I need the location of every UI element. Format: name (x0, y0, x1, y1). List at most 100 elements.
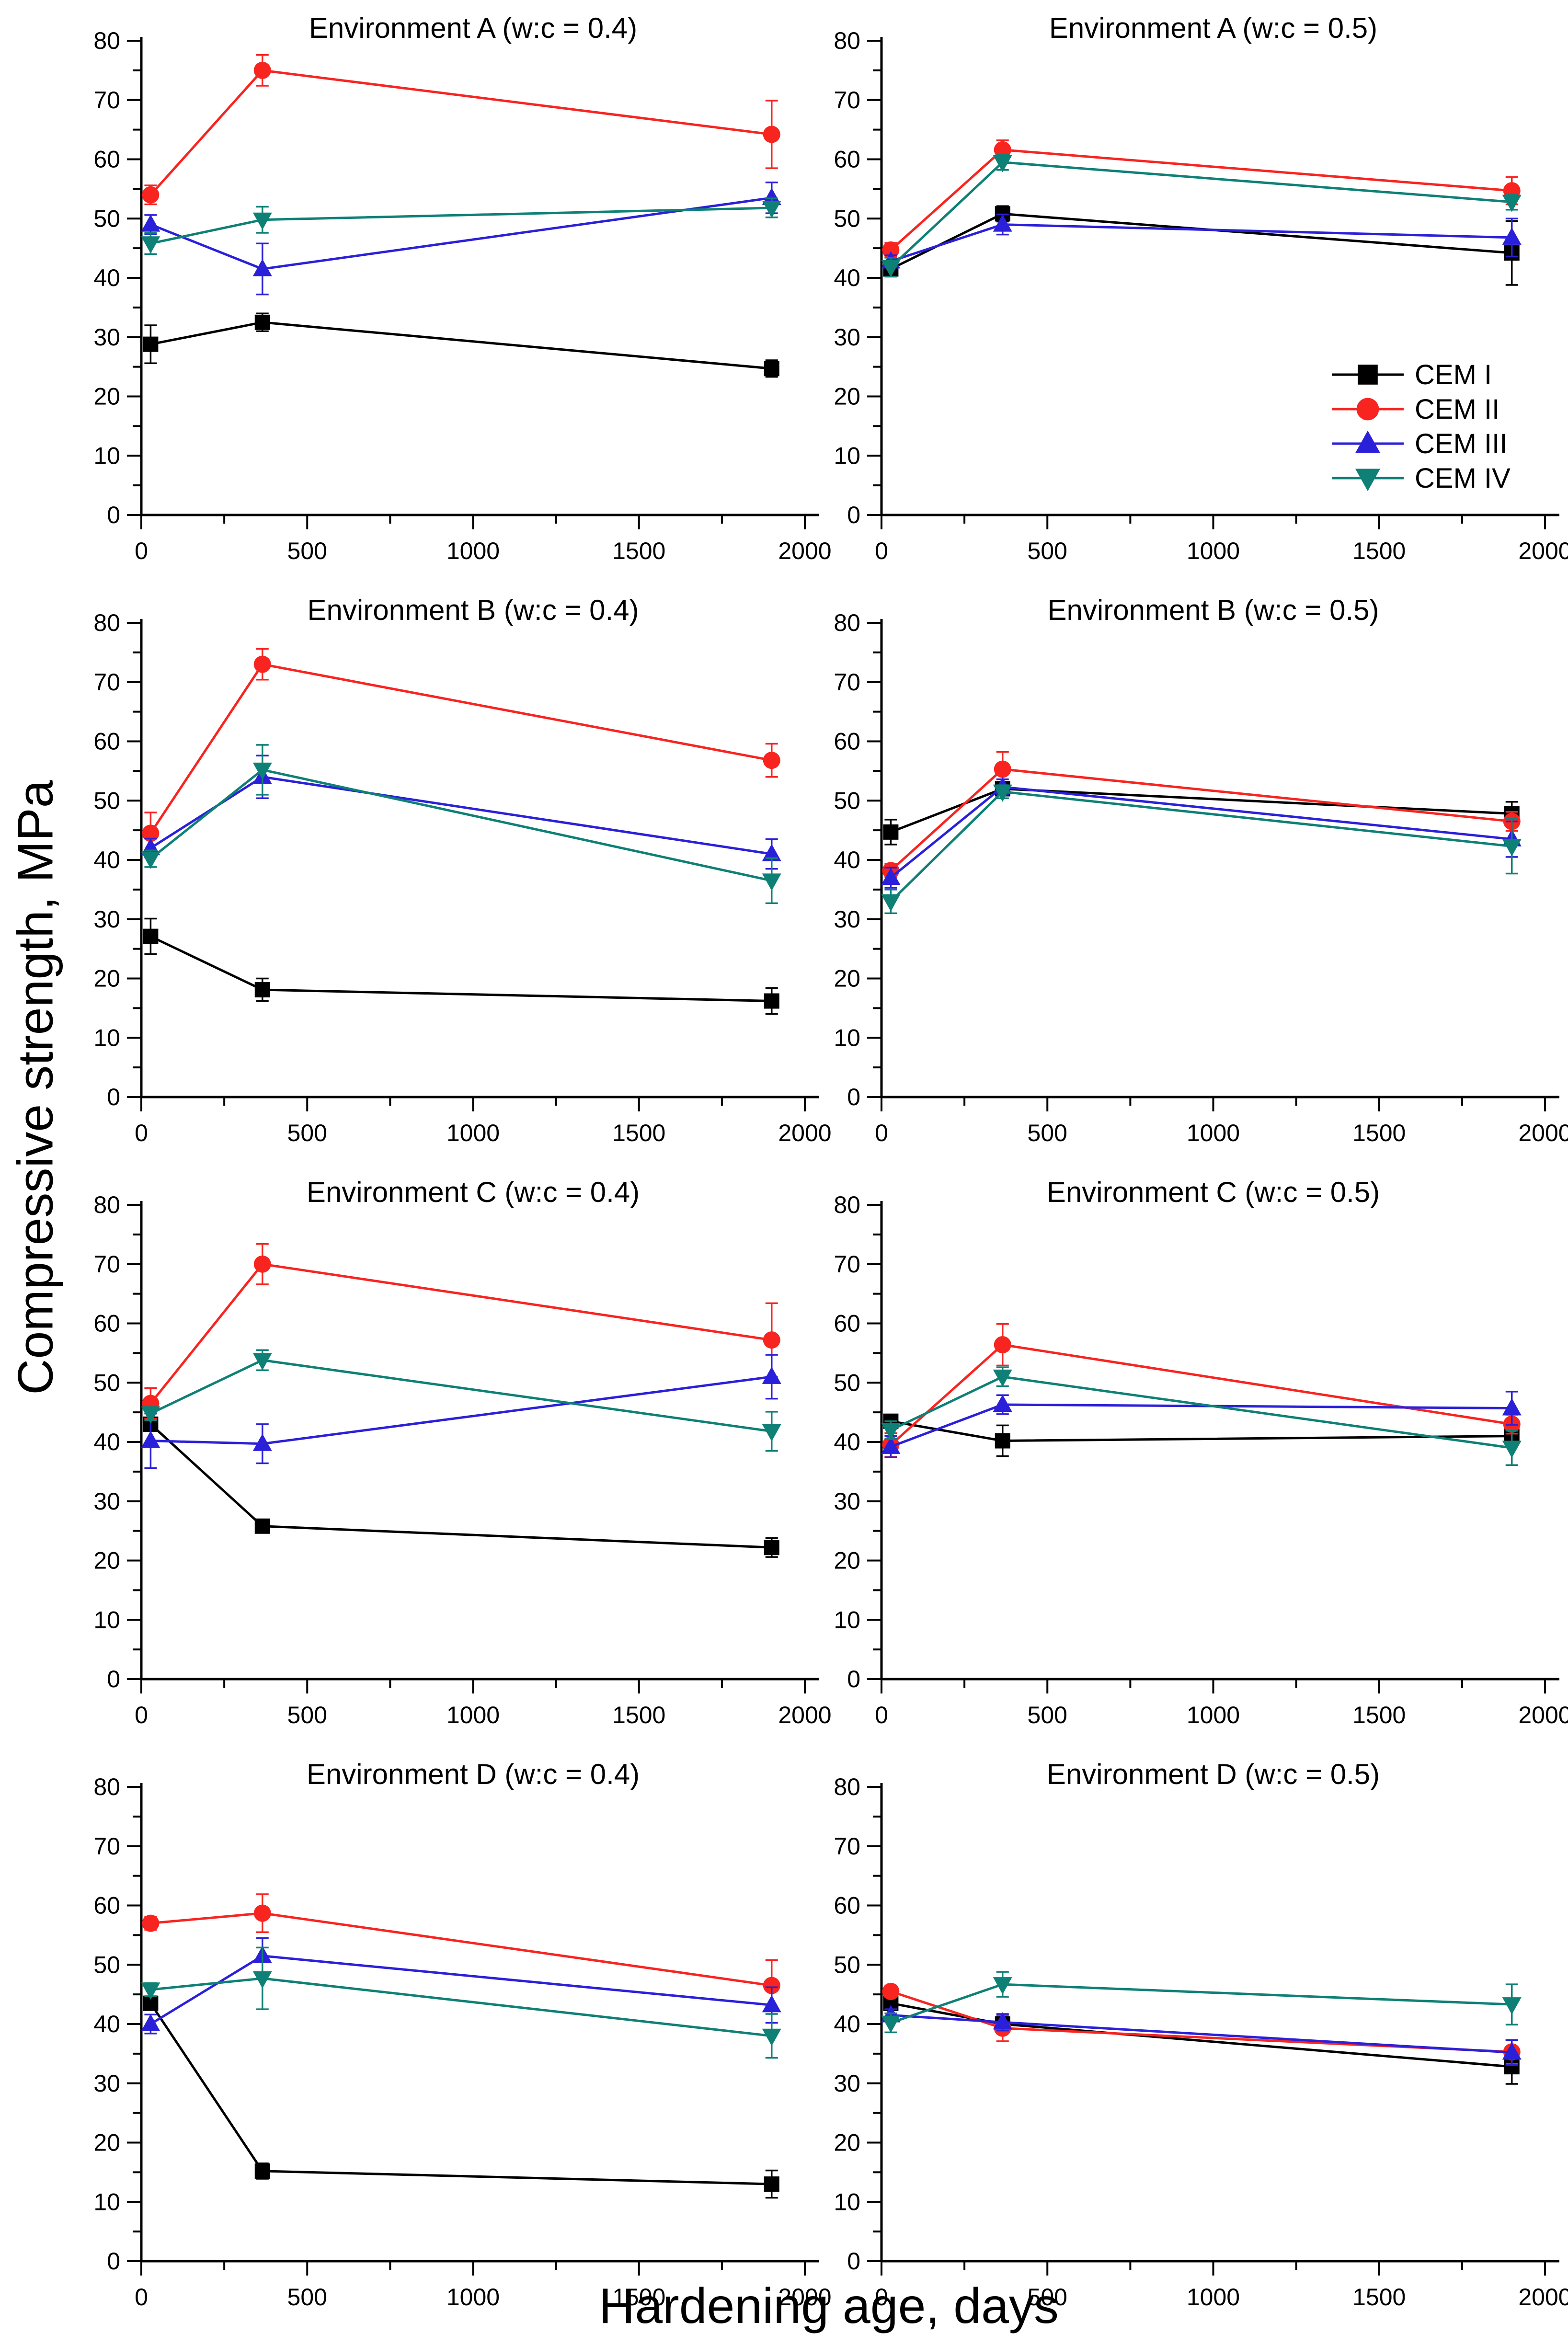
x-tick-label: 2000 (1518, 538, 1568, 564)
y-tick-label: 30 (834, 2070, 860, 2097)
series-cem-ii (882, 139, 1521, 259)
series-cem-ii (882, 1982, 1521, 2065)
y-tick-label: 40 (93, 264, 120, 291)
series-cem-ii (142, 648, 780, 855)
panel-title: Environment C (w:c = 0.4) (307, 1181, 640, 1208)
legend-label-cem-iv: CEM IV (1415, 463, 1511, 494)
y-tick-label: 0 (847, 1084, 860, 1110)
y-tick-label: 20 (834, 383, 860, 410)
series-cem-i (143, 1416, 779, 1558)
panel-environment-c-w-c-0-4: 0 500 1000 1500 2000 0 10 20 30 40 50 60 70 80 Environ… (93, 1181, 831, 1728)
x-tick-label: 500 (287, 1120, 327, 1146)
x-tick-label: 0 (875, 2284, 888, 2311)
series-cem-iv (141, 1349, 781, 1452)
y-axis-label: Compressive strength, MPa (8, 780, 64, 1395)
y-tick-label: 80 (93, 1773, 120, 1800)
y-tick-label: 0 (107, 502, 120, 528)
x-tick-label: 0 (135, 1120, 148, 1146)
panel-environment-d-w-c-0-4: 0 500 1000 1500 2000 0 10 20 30 40 50 60 70 80 Environ… (93, 1763, 831, 2311)
x-tick-label: 1000 (1187, 1702, 1240, 1728)
x-tick-label: 500 (1028, 1120, 1067, 1146)
x-tick-label: 0 (875, 1120, 888, 1146)
x-tick-label: 2000 (778, 2284, 831, 2311)
y-tick-label: 0 (107, 1084, 120, 1110)
y-tick-label: 20 (834, 2129, 860, 2156)
y-tick-label: 30 (834, 324, 860, 351)
panel-title: Environment A (w:c = 0.4) (309, 17, 637, 44)
legend-label-cem-ii: CEM II (1415, 394, 1499, 425)
y-tick-label: 70 (834, 669, 860, 696)
x-tick-label: 0 (875, 1702, 888, 1728)
y-tick-label: 40 (834, 264, 860, 291)
y-tick-label: 50 (93, 1369, 120, 1396)
panel-environment-c-w-c-0-5: 0 500 1000 1500 2000 0 10 20 30 40 50 60 70 80 Environ… (834, 1181, 1568, 1728)
y-tick-label: 40 (93, 1429, 120, 1455)
y-tick-label: 70 (834, 1833, 860, 1860)
series-cem-i (883, 205, 1520, 286)
y-tick-label: 20 (834, 965, 860, 992)
x-tick-label: 1000 (1187, 1120, 1240, 1146)
y-tick-label: 70 (834, 1251, 860, 1278)
x-tick-label: 1500 (612, 1120, 665, 1146)
x-tick-label: 0 (875, 538, 888, 564)
y-tick-label: 20 (93, 965, 120, 992)
x-tick-label: 1000 (1187, 538, 1240, 564)
y-tick-label: 60 (834, 1310, 860, 1337)
x-tick-label: 2000 (1518, 1120, 1568, 1146)
y-tick-label: 50 (834, 1369, 860, 1396)
y-tick-label: 20 (834, 1547, 860, 1574)
x-tick-label: 2000 (778, 1702, 831, 1728)
panel-environment-b-w-c-0-4: 0 500 1000 1500 2000 0 10 20 30 40 50 60 70 80 Environ… (93, 599, 831, 1146)
y-tick-label: 30 (93, 906, 120, 933)
y-tick-label: 70 (93, 1251, 120, 1278)
y-tick-label: 80 (93, 27, 120, 54)
y-tick-label: 0 (847, 1666, 860, 1693)
panel-title: Environment A (w:c = 0.5) (1049, 17, 1377, 44)
y-tick-label: 30 (93, 324, 120, 351)
series-cem-ii (142, 54, 780, 206)
x-tick-label: 0 (135, 1702, 148, 1728)
y-tick-label: 10 (834, 1024, 860, 1051)
y-tick-label: 10 (93, 442, 120, 469)
y-tick-label: 0 (847, 502, 860, 528)
x-tick-label: 500 (1028, 1702, 1067, 1728)
x-tick-label: 1500 (612, 538, 665, 564)
y-tick-label: 30 (834, 1488, 860, 1515)
x-tick-label: 1000 (446, 2284, 500, 2311)
y-tick-label: 60 (93, 1892, 120, 1919)
x-tick-label: 1000 (446, 538, 500, 564)
series-cem-i (143, 917, 779, 1015)
y-tick-label: 20 (93, 1547, 120, 1574)
y-tick-label: 10 (93, 1606, 120, 1633)
x-axis-label: Hardening age, days (599, 2278, 1059, 2334)
x-tick-label: 1500 (1352, 1702, 1406, 1728)
x-tick-label: 1500 (612, 2284, 665, 2311)
x-tick-label: 1000 (1187, 2284, 1240, 2311)
series-cem-iv (881, 153, 1522, 278)
y-tick-label: 30 (93, 1488, 120, 1515)
y-tick-label: 0 (107, 1666, 120, 1693)
y-tick-label: 60 (834, 728, 860, 755)
series-cem-i (143, 1995, 779, 2199)
y-tick-label: 60 (93, 146, 120, 173)
y-tick-label: 30 (834, 906, 860, 933)
y-tick-label: 60 (93, 728, 120, 755)
legend-label-cem-iii: CEM III (1415, 428, 1507, 459)
y-tick-label: 70 (834, 87, 860, 114)
x-tick-label: 500 (1028, 538, 1067, 564)
x-tick-label: 1000 (446, 1120, 500, 1146)
series-cem-iv (881, 1971, 1522, 2034)
y-tick-label: 80 (834, 609, 860, 636)
y-tick-label: 0 (107, 2248, 120, 2275)
series-cem-iii (881, 1391, 1522, 1458)
y-tick-label: 10 (834, 2188, 860, 2215)
y-tick-label: 50 (93, 1951, 120, 1978)
y-tick-label: 40 (834, 846, 860, 873)
x-tick-label: 1500 (1352, 2284, 1406, 2311)
x-tick-label: 2000 (778, 1120, 831, 1146)
series-cem-iv (141, 1946, 781, 2059)
y-tick-label: 0 (847, 2248, 860, 2275)
x-tick-label: 0 (135, 2284, 148, 2311)
y-tick-label: 10 (93, 1024, 120, 1051)
